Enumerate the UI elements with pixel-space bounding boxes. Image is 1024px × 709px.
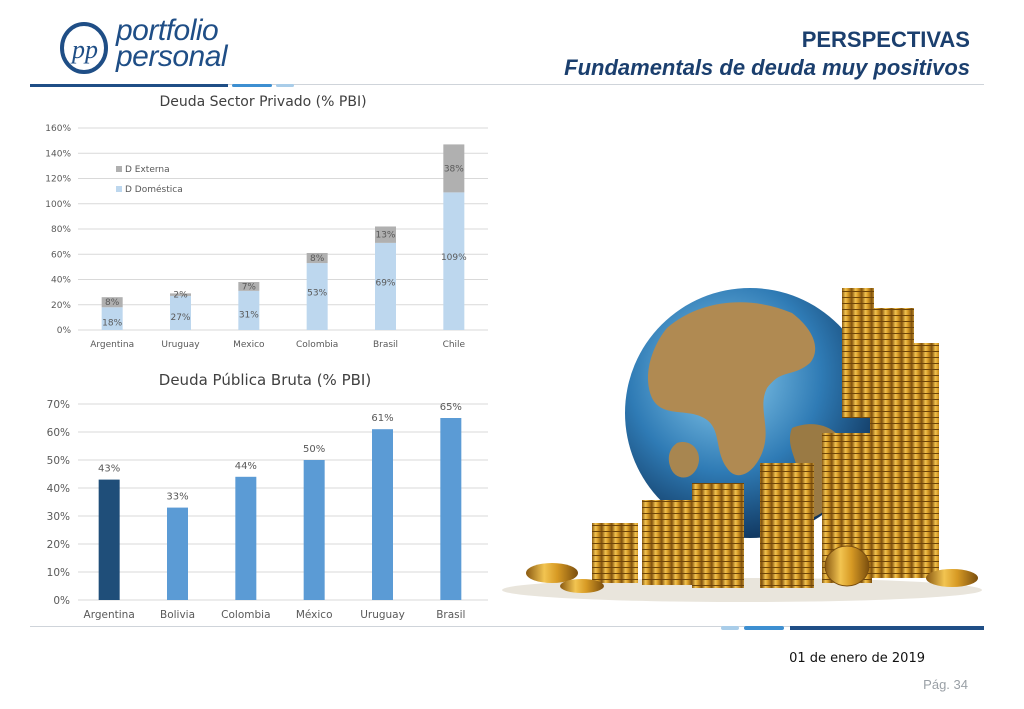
bar-external: [443, 144, 465, 193]
data-label: 69%: [375, 278, 395, 288]
x-tick-label: Colombia: [296, 340, 338, 350]
data-label: 18%: [102, 319, 122, 329]
header-accent-segment: [276, 84, 294, 87]
y-tick-label: 80%: [51, 225, 71, 235]
data-label: 61%: [371, 413, 393, 424]
x-tick-label: Bolivia: [160, 609, 195, 621]
data-label: 31%: [239, 310, 259, 320]
logo-line2: personal: [116, 40, 228, 73]
x-tick-label: México: [296, 609, 333, 621]
bar-external: [238, 282, 260, 291]
y-tick-label: 140%: [45, 149, 71, 159]
data-label: 8%: [105, 298, 120, 308]
header-accent-bar: [30, 84, 228, 87]
y-tick-label: 0%: [53, 595, 70, 607]
x-tick-label: Uruguay: [161, 340, 200, 350]
y-tick-label: 120%: [45, 175, 71, 185]
data-label: 33%: [166, 492, 188, 503]
x-tick-label: Chile: [443, 340, 466, 350]
data-label: 2%: [173, 291, 188, 301]
company-logo: pp portfolio personal: [58, 14, 228, 80]
footer-divider: [30, 626, 984, 627]
bar-external: [306, 252, 328, 264]
legend-label: D Externa: [125, 165, 170, 175]
x-tick-label: Mexico: [233, 340, 265, 350]
y-tick-label: 160%: [45, 124, 71, 134]
bar: [372, 429, 393, 600]
x-tick-label: Brasil: [373, 340, 398, 350]
y-tick-label: 100%: [45, 200, 71, 210]
y-tick-label: 40%: [51, 276, 71, 286]
data-label: 109%: [441, 253, 467, 263]
footer-accent-segment: [721, 626, 739, 630]
report-date: 01 de enero de 2019: [789, 651, 925, 666]
logo-monogram-icon: pp: [60, 22, 108, 74]
y-tick-label: 10%: [47, 567, 70, 579]
y-tick-label: 0%: [57, 326, 72, 336]
data-label: 53%: [307, 289, 327, 299]
header-title-block: PERSPECTIVAS Fundamentals de deuda muy p…: [564, 26, 970, 82]
bar-domestic: [238, 290, 260, 330]
bar-domestic: [170, 295, 191, 330]
footer-accent-bar: [790, 626, 984, 630]
bar-domestic: [101, 307, 123, 330]
chart-title: Deuda Sector Privado (% PBI): [159, 94, 366, 110]
data-label: 38%: [444, 164, 464, 174]
y-tick-label: 20%: [47, 539, 70, 551]
data-label: 8%: [310, 254, 325, 264]
y-tick-label: 40%: [47, 483, 70, 495]
bar-domestic: [375, 242, 396, 330]
data-label: 50%: [303, 444, 325, 455]
page-title: PERSPECTIVAS: [801, 27, 970, 52]
data-label: 44%: [235, 461, 257, 472]
page-number: Pág. 34: [923, 677, 968, 692]
bar: [303, 460, 325, 600]
chart-title: Deuda Pública Bruta (% PBI): [159, 371, 371, 389]
data-label: 7%: [242, 282, 257, 292]
data-label: 43%: [98, 464, 120, 475]
bar-external: [170, 293, 191, 296]
y-tick-label: 60%: [51, 250, 71, 260]
y-tick-label: 60%: [47, 427, 70, 439]
x-tick-label: Uruguay: [360, 609, 405, 621]
bar-external: [375, 226, 396, 243]
y-tick-label: 70%: [47, 399, 70, 411]
bar: [167, 507, 188, 600]
logo-wordmark: portfolio personal: [116, 14, 228, 73]
footer-accent-segment: [744, 626, 784, 630]
header-accent-segment: [232, 84, 272, 87]
coin-stacks: [526, 288, 978, 593]
globe-with-coins-icon: [502, 288, 982, 602]
data-label: 65%: [440, 402, 462, 413]
y-tick-label: 20%: [51, 301, 71, 311]
y-tick-label: 50%: [47, 455, 70, 467]
legend-label: D Doméstica: [125, 184, 183, 195]
logo-monogram-text: pp: [70, 35, 98, 64]
bar-domestic: [443, 192, 465, 330]
legend-swatch: [116, 166, 122, 172]
x-tick-label: Colombia: [221, 609, 270, 621]
bar-external: [101, 297, 123, 308]
page-subtitle: Fundamentals de deuda muy positivos: [564, 55, 970, 80]
bar: [440, 418, 462, 600]
bar-domestic: [306, 263, 328, 330]
y-tick-label: 30%: [47, 511, 70, 523]
data-label: 27%: [170, 313, 190, 323]
legend-swatch: [116, 186, 122, 192]
x-tick-label: Argentina: [90, 340, 134, 350]
bar: [235, 476, 257, 600]
logo-line1: portfolio: [116, 14, 219, 47]
x-tick-label: Brasil: [436, 609, 465, 621]
header-divider: [30, 84, 984, 85]
bar: [98, 479, 120, 600]
data-label: 13%: [375, 231, 395, 241]
x-tick-label: Argentina: [84, 609, 135, 621]
